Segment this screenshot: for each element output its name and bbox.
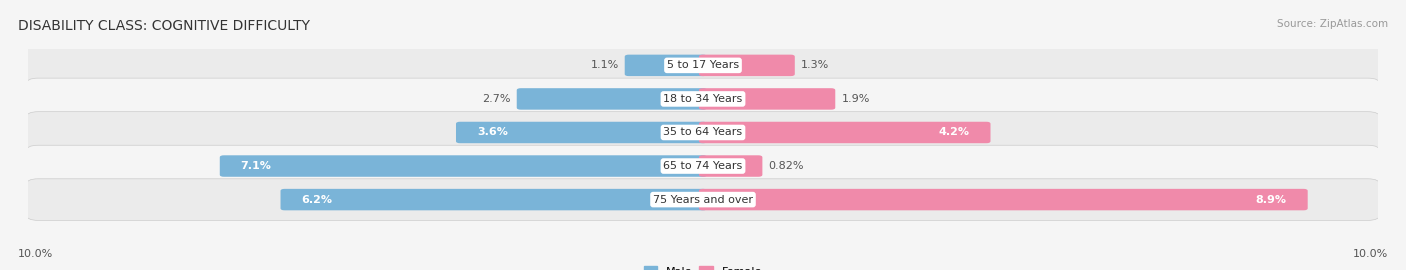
FancyBboxPatch shape bbox=[699, 155, 762, 177]
Text: 1.3%: 1.3% bbox=[801, 60, 830, 70]
Text: 7.1%: 7.1% bbox=[240, 161, 271, 171]
Text: 5 to 17 Years: 5 to 17 Years bbox=[666, 60, 740, 70]
FancyBboxPatch shape bbox=[27, 145, 1379, 187]
FancyBboxPatch shape bbox=[27, 112, 1379, 153]
Text: 4.2%: 4.2% bbox=[939, 127, 970, 137]
Text: 75 Years and over: 75 Years and over bbox=[652, 195, 754, 205]
Text: Source: ZipAtlas.com: Source: ZipAtlas.com bbox=[1277, 19, 1388, 29]
Text: 2.7%: 2.7% bbox=[482, 94, 510, 104]
FancyBboxPatch shape bbox=[699, 122, 990, 143]
FancyBboxPatch shape bbox=[699, 88, 835, 110]
Text: 0.82%: 0.82% bbox=[769, 161, 804, 171]
FancyBboxPatch shape bbox=[27, 78, 1379, 120]
Text: 1.9%: 1.9% bbox=[841, 94, 870, 104]
FancyBboxPatch shape bbox=[624, 55, 707, 76]
FancyBboxPatch shape bbox=[456, 122, 707, 143]
Text: 3.6%: 3.6% bbox=[477, 127, 508, 137]
FancyBboxPatch shape bbox=[699, 55, 794, 76]
FancyBboxPatch shape bbox=[281, 189, 707, 210]
Text: 10.0%: 10.0% bbox=[18, 249, 53, 259]
Text: 65 to 74 Years: 65 to 74 Years bbox=[664, 161, 742, 171]
Text: 35 to 64 Years: 35 to 64 Years bbox=[664, 127, 742, 137]
Text: 1.1%: 1.1% bbox=[591, 60, 619, 70]
FancyBboxPatch shape bbox=[27, 45, 1379, 86]
Text: DISABILITY CLASS: COGNITIVE DIFFICULTY: DISABILITY CLASS: COGNITIVE DIFFICULTY bbox=[18, 19, 311, 33]
FancyBboxPatch shape bbox=[219, 155, 707, 177]
Text: 10.0%: 10.0% bbox=[1353, 249, 1388, 259]
FancyBboxPatch shape bbox=[517, 88, 707, 110]
Text: 18 to 34 Years: 18 to 34 Years bbox=[664, 94, 742, 104]
Legend: Male, Female: Male, Female bbox=[640, 262, 766, 270]
FancyBboxPatch shape bbox=[27, 179, 1379, 220]
FancyBboxPatch shape bbox=[699, 189, 1308, 210]
Text: 6.2%: 6.2% bbox=[301, 195, 332, 205]
Text: 8.9%: 8.9% bbox=[1256, 195, 1286, 205]
